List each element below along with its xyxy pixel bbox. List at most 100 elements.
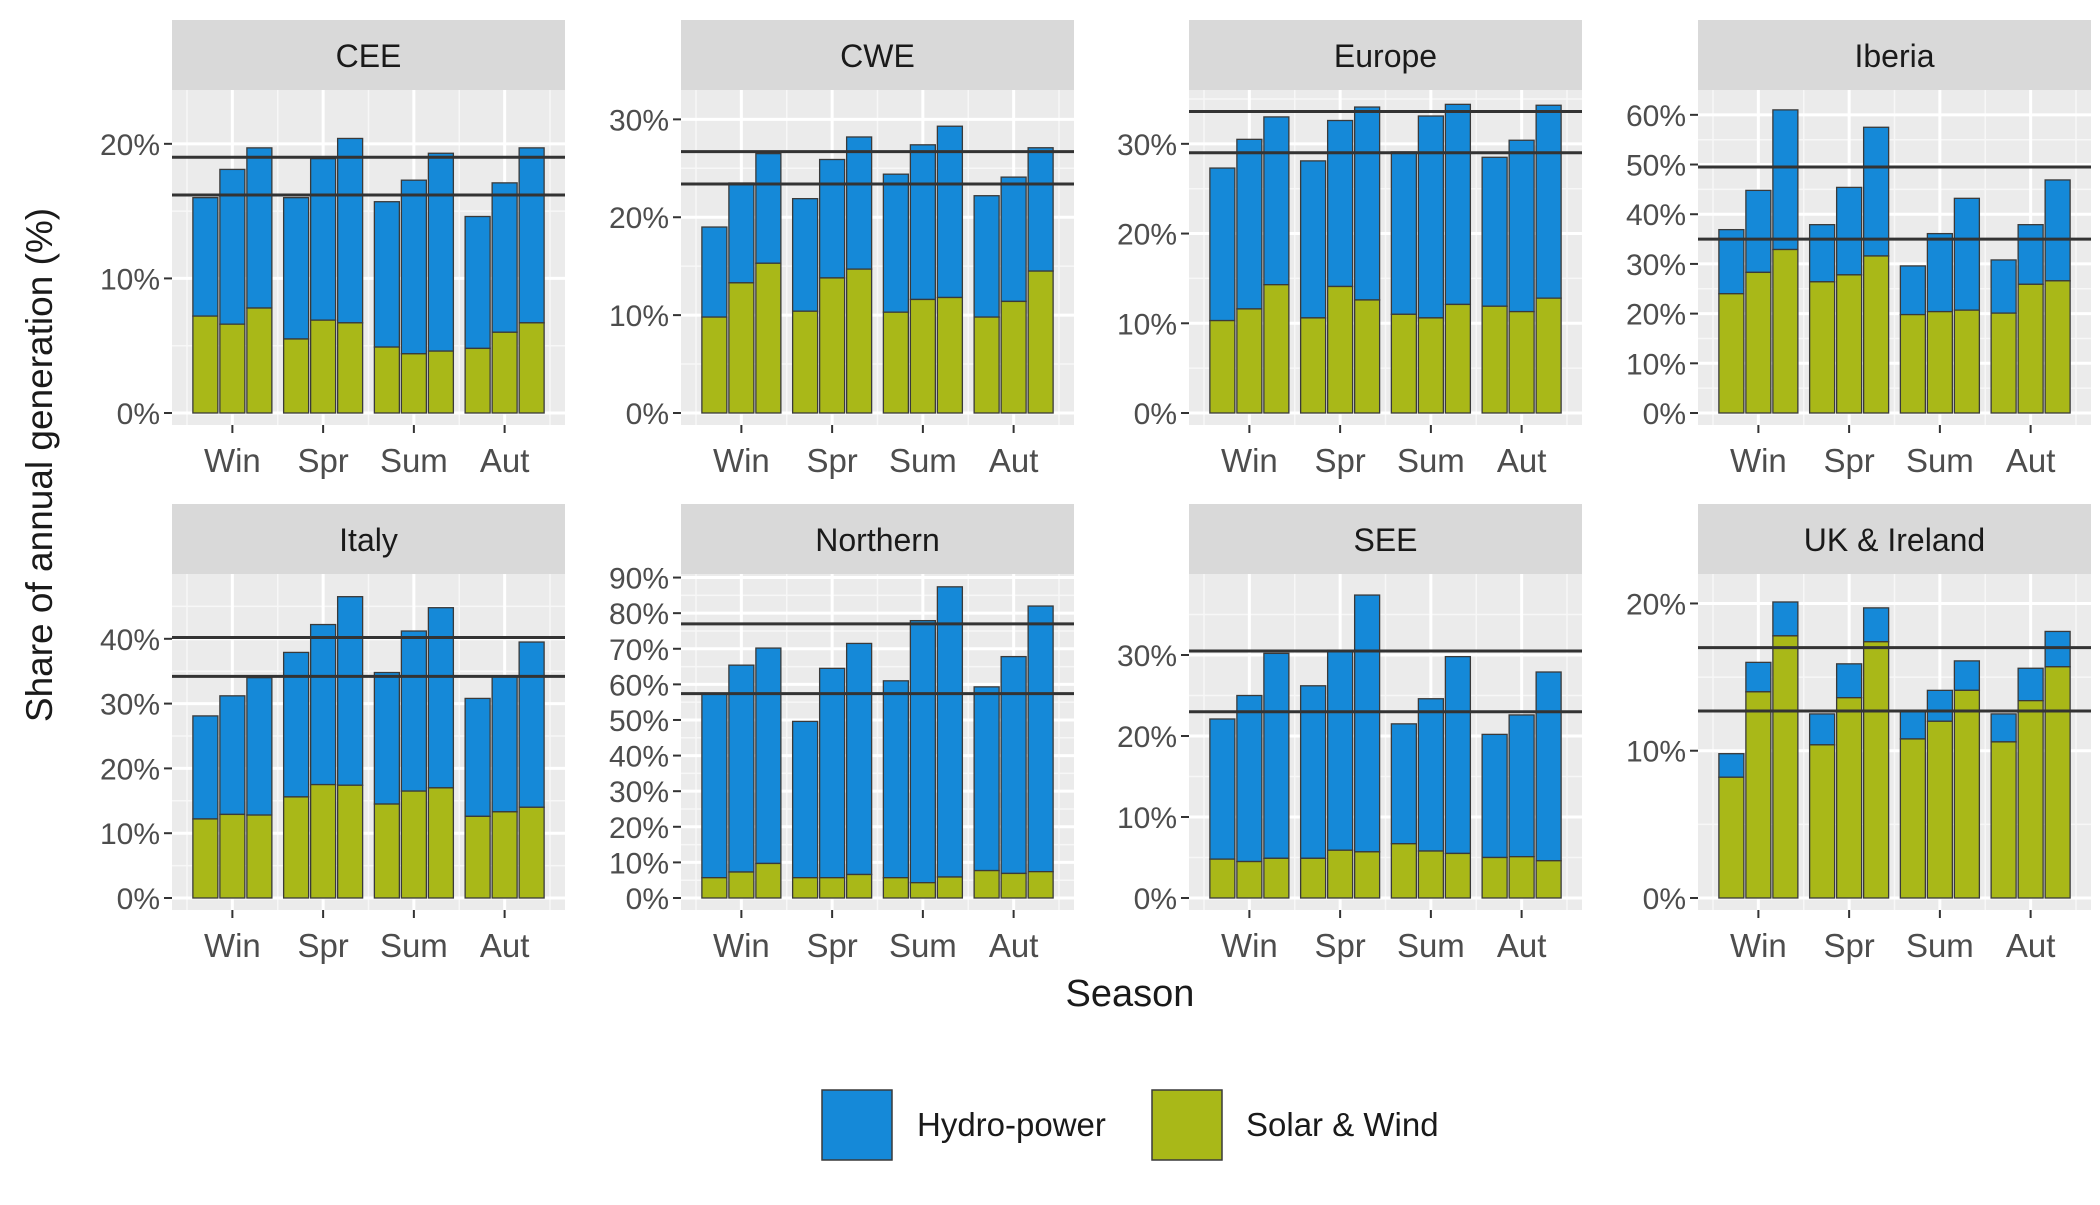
x-tick-label: Spr [1823, 927, 1874, 964]
x-tick-label: Aut [480, 442, 530, 479]
facet-title: UK & Ireland [1804, 522, 1985, 558]
bar-solar-wind [400, 790, 428, 899]
x-tick-label: Aut [2006, 927, 2056, 964]
x-tick-label: Sum [1906, 442, 1974, 479]
bar-hydro [1535, 671, 1562, 862]
bar-hydro [936, 125, 964, 299]
bar-solar-wind [1263, 857, 1290, 899]
bar-solar-wind [973, 869, 1000, 899]
bar-hydro [755, 647, 782, 865]
bar-hydro [1417, 115, 1445, 319]
bar-solar-wind [2044, 666, 2071, 899]
facet-title: CEE [336, 38, 402, 74]
bar-hydro [373, 201, 401, 348]
bar-hydro [973, 195, 1000, 318]
bar-solar-wind [1990, 741, 2017, 899]
bar-solar-wind [1835, 697, 1863, 899]
bar-solar-wind [491, 331, 518, 414]
bar-solar-wind [1808, 744, 1836, 899]
x-tick-label: Sum [889, 927, 957, 964]
x-tick-label: Sum [889, 442, 957, 479]
x-tick-label: Win [204, 927, 261, 964]
bar-hydro [1772, 601, 1799, 637]
bar-hydro [427, 607, 455, 789]
bar-hydro [1353, 106, 1381, 301]
y-tick-label: 20% [609, 812, 669, 845]
bar-solar-wind [1745, 691, 1772, 899]
bar-hydro [1862, 126, 1890, 257]
bar-solar-wind [755, 262, 782, 414]
bar-hydro [1508, 139, 1535, 313]
bar-solar-wind [1299, 857, 1327, 899]
facet-title: SEE [1353, 522, 1417, 558]
y-tick-label: 10% [609, 847, 669, 880]
bar-hydro [1862, 607, 1890, 643]
bar-hydro [464, 215, 491, 350]
x-axis-title: Season [1066, 973, 1195, 1015]
x-tick-label: Win [1221, 442, 1278, 479]
y-tick-label: 30% [100, 689, 160, 722]
bar-solar-wind [1236, 860, 1263, 899]
bar-solar-wind [701, 877, 728, 899]
bar-hydro [791, 720, 819, 879]
y-tick-label: 10% [1117, 308, 1177, 341]
bar-solar-wind [845, 268, 873, 414]
bar-solar-wind [309, 319, 337, 414]
bar-hydro [427, 152, 455, 352]
bar-hydro [701, 226, 728, 318]
x-tick-label: Spr [1314, 442, 1365, 479]
x-tick-label: Spr [1314, 927, 1365, 964]
bar-hydro [282, 651, 310, 798]
bar-solar-wind [1417, 850, 1445, 899]
bar-hydro [1027, 147, 1054, 272]
bar-solar-wind [491, 811, 518, 899]
y-tick-label: 10% [100, 263, 160, 296]
x-tick-label: Aut [2006, 442, 2056, 479]
y-tick-label: 0% [626, 883, 669, 916]
bar-solar-wind [1000, 300, 1027, 414]
bar-solar-wind [1236, 308, 1263, 414]
facet-panel: CEE 0% 10% 20% Win Spr Sum Aut [100, 20, 565, 479]
bar-solar-wind [1990, 312, 2017, 414]
facet-panel: Italy 0% 10% 20% 30% 40% Win Spr Sum Aut [100, 504, 565, 964]
bar-solar-wind [282, 338, 310, 414]
bar-solar-wind [1953, 689, 1981, 899]
bar-hydro [1263, 652, 1290, 859]
bar-solar-wind [973, 316, 1000, 414]
y-tick-label: 40% [1626, 199, 1686, 232]
bar-hydro [1209, 167, 1236, 322]
facet-panel: CWE 0% 10% 20% 30% Win Spr Sum Aut [609, 20, 1074, 479]
bar-solar-wind [1326, 849, 1354, 899]
facet-panel: Iberia 0% 10% 20% 30% 40% 50% 60% Win Spr Sum Aut [1626, 20, 2091, 479]
bar-hydro [1481, 733, 1508, 859]
bar-hydro [491, 675, 518, 813]
bar-solar-wind [1000, 872, 1027, 899]
bar-hydro [1745, 189, 1772, 274]
bar-hydro [1835, 663, 1863, 699]
bar-hydro [1772, 109, 1799, 251]
facet-strip [1698, 20, 2091, 90]
bar-solar-wind [1862, 255, 1890, 414]
bar-hydro [818, 667, 846, 879]
bar-solar-wind [336, 322, 364, 414]
x-tick-label: Spr [297, 442, 348, 479]
bar-solar-wind [1508, 856, 1535, 899]
y-tick-label: 10% [100, 818, 160, 851]
bar-solar-wind [1027, 871, 1054, 899]
bar-hydro [818, 158, 846, 279]
bar-hydro [1926, 689, 1954, 722]
bar-hydro [701, 693, 728, 879]
bar-solar-wind [1926, 310, 1954, 414]
bar-hydro [1236, 138, 1263, 310]
bar-hydro [1000, 655, 1027, 875]
y-tick-label: 20% [1626, 299, 1686, 332]
bar-hydro [1990, 713, 2017, 743]
bar-solar-wind [373, 803, 401, 899]
bar-solar-wind [192, 818, 219, 899]
y-tick-label: 20% [100, 753, 160, 786]
y-tick-label: 20% [1117, 219, 1177, 252]
bar-hydro [1263, 116, 1290, 286]
y-tick-label: 0% [117, 398, 160, 431]
bar-solar-wind [1353, 851, 1381, 899]
